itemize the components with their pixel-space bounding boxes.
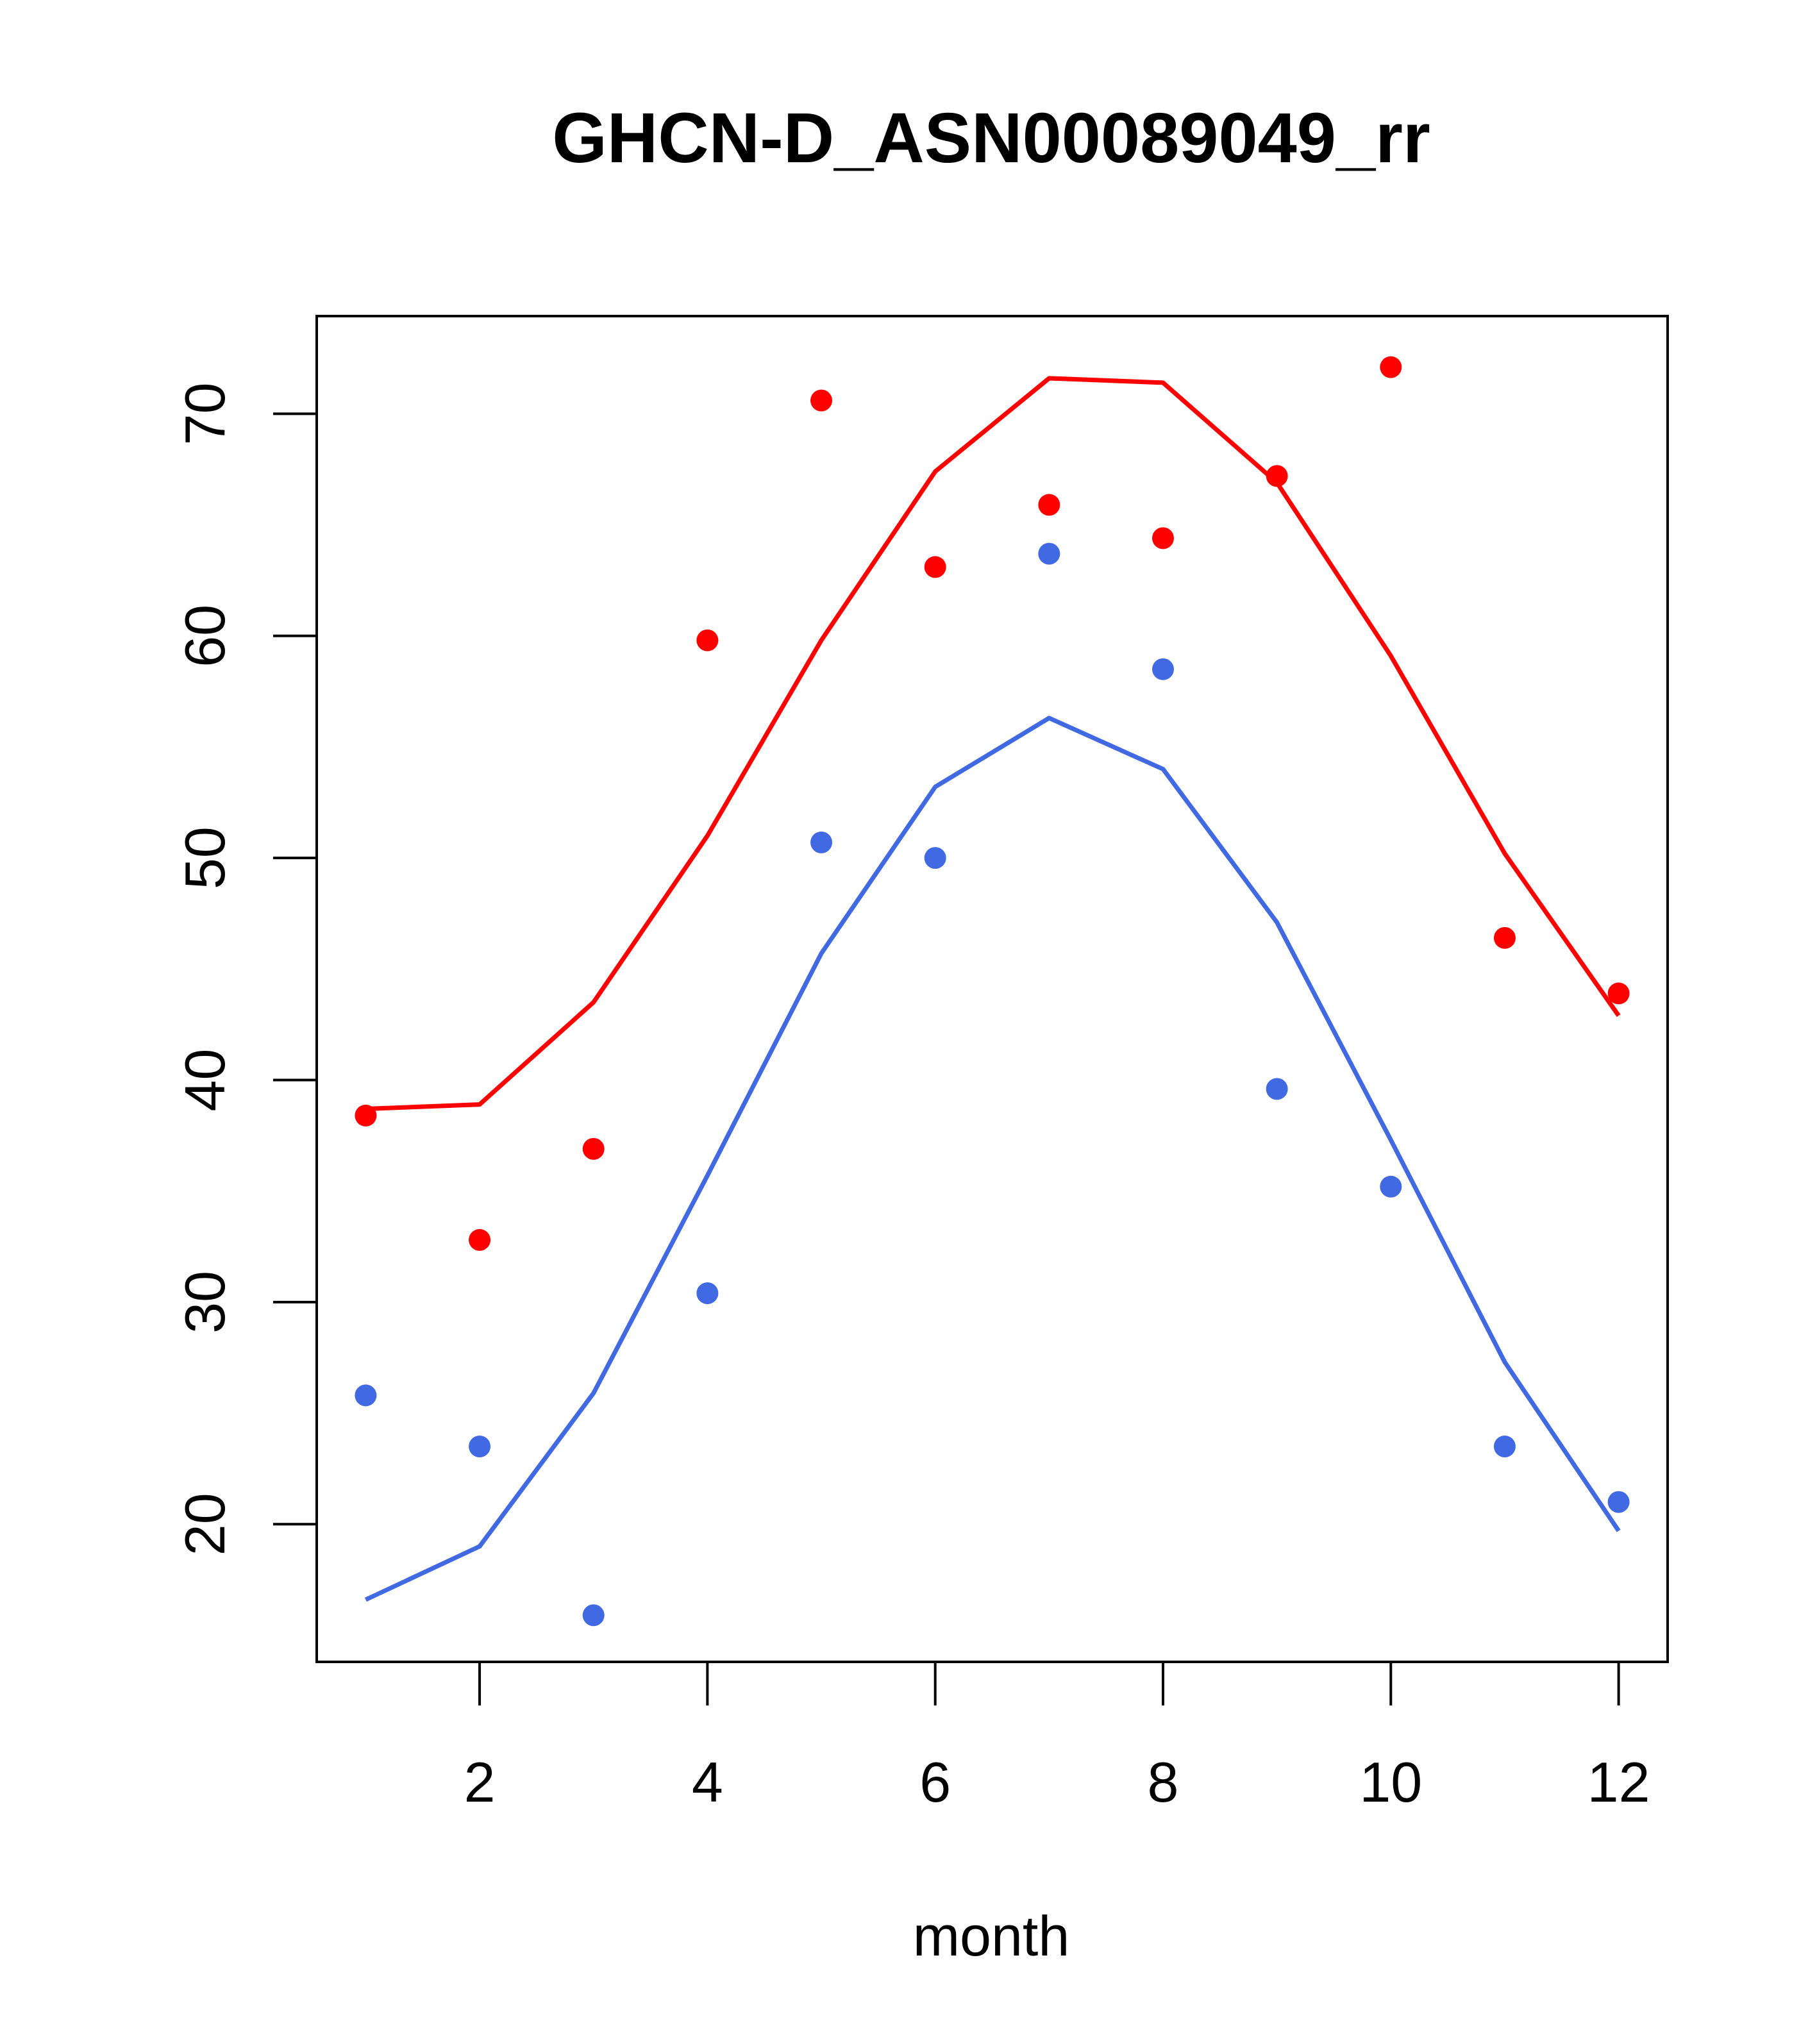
x-tick-label: 4 xyxy=(692,1750,723,1814)
series-1-point xyxy=(1607,982,1630,1005)
series-2-line xyxy=(364,716,1621,1602)
series-1-point xyxy=(1380,356,1402,378)
series-1-point xyxy=(469,1228,491,1251)
series-1-point xyxy=(582,1137,605,1160)
series-layer xyxy=(355,356,1630,1627)
y-tick-label: 30 xyxy=(173,1271,237,1334)
series-1-point xyxy=(696,629,719,651)
series-1-point xyxy=(1151,527,1174,549)
plot-frame xyxy=(315,315,1669,1663)
series-1-line xyxy=(365,376,1621,1112)
x-axis: 2 4 6 8 10 12 xyxy=(464,1661,1650,1814)
series-2-point xyxy=(1038,542,1060,565)
series-1-point xyxy=(810,389,833,412)
series-2-point xyxy=(1493,1436,1516,1458)
series-2-point xyxy=(1266,1078,1288,1100)
y-tick-label: 20 xyxy=(173,1493,237,1555)
y-tick-label: 70 xyxy=(173,382,237,445)
series-2-point xyxy=(1380,1175,1402,1198)
x-tick-label: 6 xyxy=(919,1750,951,1814)
series-1-point xyxy=(1266,465,1288,487)
x-tick-label: 2 xyxy=(464,1750,496,1814)
series-2-point xyxy=(1151,658,1174,680)
x-tick-label: 12 xyxy=(1587,1750,1650,1814)
y-tick-label: 60 xyxy=(173,605,237,667)
series-1-point xyxy=(924,556,946,578)
series-2-point xyxy=(696,1282,719,1305)
y-tick-label: 40 xyxy=(173,1049,237,1112)
x-tick-label: 8 xyxy=(1148,1750,1179,1814)
series-2-point xyxy=(582,1604,605,1627)
x-tick-label: 10 xyxy=(1359,1750,1422,1814)
x-axis-label: month xyxy=(913,1904,1070,1968)
y-axis: 20 30 40 50 60 70 xyxy=(173,382,318,1555)
series-1-point xyxy=(1493,926,1516,949)
series-2-point xyxy=(810,831,833,853)
series-2-point xyxy=(924,847,946,869)
y-tick-label: 50 xyxy=(173,826,237,889)
series-2-point xyxy=(469,1436,491,1458)
chart-title: GHCN-D_ASN00089049_rr xyxy=(552,99,1430,178)
series-1-point xyxy=(1038,494,1060,516)
series-2-point xyxy=(355,1384,377,1407)
series-2-point xyxy=(1607,1491,1630,1513)
series-1-point xyxy=(355,1104,377,1127)
